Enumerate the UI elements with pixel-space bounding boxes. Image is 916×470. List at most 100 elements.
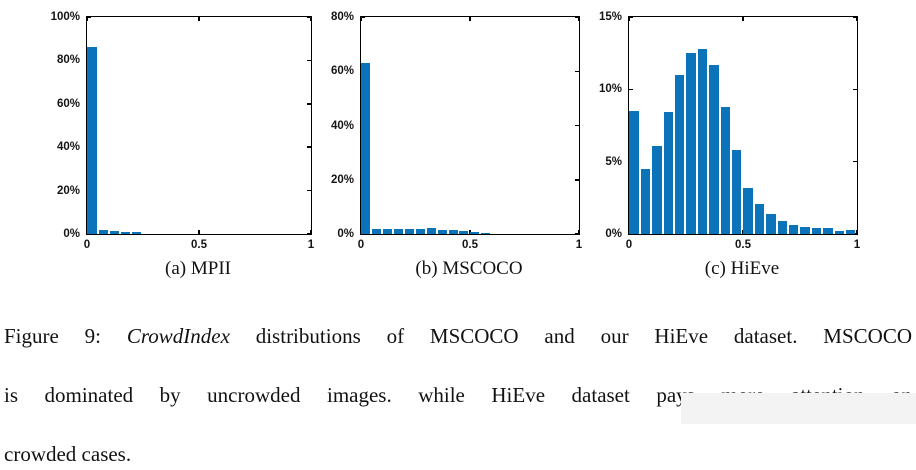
x-axis-tick-label: 1 — [853, 239, 861, 251]
y-axis-tick-label: 0% — [605, 228, 622, 240]
subcaption-mpii: (a) MPII — [165, 258, 231, 279]
x-tick-mark — [360, 17, 362, 21]
y-axis-tick-label: 0% — [337, 228, 354, 240]
x-axis-tick-label: 0.5 — [735, 239, 751, 251]
y-axis-tick-label: 100% — [50, 11, 80, 23]
histogram-bar — [120, 231, 131, 234]
histogram-bar — [754, 203, 765, 234]
y-axis-tick-label: 5% — [605, 155, 622, 168]
y-tick-mark — [307, 16, 311, 18]
x-axis-tick-label: 0 — [357, 239, 365, 251]
caption-line: crowded cases. — [4, 440, 912, 470]
histogram-bar — [470, 232, 480, 234]
y-tick-mark — [853, 16, 857, 18]
y-tick-mark — [575, 16, 579, 18]
x-axis-tick-label: 0 — [625, 239, 633, 251]
y-axis-tick-label: 20% — [56, 184, 80, 197]
x-axis-tick-label: 0.5 — [191, 239, 207, 251]
y-axis-tick-label: 20% — [330, 173, 354, 186]
x-tick-mark — [856, 230, 858, 234]
x-tick-mark — [310, 17, 312, 21]
subcaption-hieve: (c) HiEve — [704, 258, 780, 279]
y-tick-mark — [87, 233, 91, 235]
histogram-bar — [845, 229, 856, 234]
subcaption-mscoco: (b) MSCOCO — [415, 258, 523, 279]
histogram-bar — [629, 111, 639, 234]
histogram-bar — [109, 230, 120, 234]
histogram-bar — [834, 231, 845, 234]
y-axis-tick-label: 40% — [56, 141, 80, 154]
caption-text: distributions of MSCOCO and our HiEve da… — [229, 324, 912, 348]
x-tick-mark — [578, 17, 580, 21]
x-tick-mark — [198, 230, 200, 234]
histogram-bar — [720, 106, 731, 234]
histogram-bar — [766, 213, 776, 234]
x-tick-mark — [86, 17, 88, 21]
x-tick-mark — [856, 17, 858, 21]
histogram-bar — [697, 48, 708, 234]
histogram-bar — [87, 47, 97, 234]
x-tick-mark — [628, 230, 630, 234]
histogram-bar — [674, 74, 685, 234]
y-axis-tick-label: 60% — [56, 97, 80, 110]
x-tick-mark — [578, 230, 580, 234]
y-tick-mark — [307, 189, 311, 192]
histogram-bar — [98, 230, 108, 234]
y-axis-tick-label: 15% — [598, 11, 622, 23]
x-axis-tick-label: 1 — [575, 239, 583, 251]
histogram-hieve: 0% 5% 10% 15% 0 0.5 1 — [599, 11, 860, 251]
histogram-bar — [777, 220, 788, 234]
x-tick-mark — [310, 230, 312, 234]
y-axis-tick-label: 0% — [63, 228, 80, 240]
y-tick-mark — [307, 59, 311, 62]
histogram-bar — [788, 225, 799, 234]
histogram-bar — [448, 230, 458, 234]
y-tick-mark — [629, 233, 633, 235]
histogram-bar — [686, 53, 696, 234]
histogram-bar — [132, 231, 142, 234]
y-tick-mark — [853, 160, 857, 163]
x-tick-mark — [742, 17, 744, 21]
caption-line: Figure 9: CrowdIndex distributions of MS… — [4, 322, 912, 381]
x-tick-mark — [198, 17, 200, 21]
y-tick-mark — [307, 233, 311, 235]
histogram-bar — [383, 229, 393, 234]
y-tick-mark — [575, 179, 579, 181]
y-tick-mark — [575, 124, 579, 127]
histogram-bar — [811, 227, 822, 234]
y-axis-tick-label: 60% — [330, 65, 354, 78]
scan-artifact-highlight — [681, 393, 916, 424]
y-tick-mark — [361, 16, 365, 18]
histogram-bar — [426, 228, 436, 234]
y-tick-mark — [629, 88, 633, 91]
x-tick-mark — [86, 230, 88, 234]
y-tick-mark — [629, 16, 633, 18]
y-tick-mark — [853, 233, 857, 235]
y-tick-mark — [307, 146, 311, 148]
caption-italic-text: CrowdIndex — [126, 324, 230, 348]
y-tick-mark — [575, 233, 579, 235]
histogram-mpii: 0% 20% 40% 60% 80% 100% 0 0.5 1 — [51, 11, 315, 251]
histogram-bar — [394, 228, 404, 234]
histogram-bar — [481, 233, 491, 234]
x-tick-mark — [628, 17, 630, 21]
y-tick-mark — [87, 16, 91, 18]
y-tick-mark — [575, 70, 579, 72]
histogram-mscoco: 0% 20% 40% 60% 80% 0 0.5 1 — [331, 11, 582, 251]
histogram-bar — [731, 150, 742, 234]
x-tick-mark — [469, 230, 471, 234]
histogram-bar — [415, 228, 425, 234]
histogram-bar — [800, 226, 810, 234]
x-tick-mark — [742, 230, 744, 234]
histogram-bar — [640, 168, 651, 234]
x-tick-mark — [360, 230, 362, 234]
x-tick-mark — [469, 17, 471, 21]
x-axis-tick-label: 0 — [83, 239, 91, 251]
histogram-bar — [404, 229, 414, 234]
y-tick-mark — [361, 233, 365, 235]
y-tick-mark — [307, 103, 311, 105]
histogram-bar — [361, 63, 371, 234]
y-axis-tick-label: 10% — [598, 83, 622, 96]
histogram-bar — [372, 228, 382, 234]
histogram-bar — [652, 145, 662, 234]
